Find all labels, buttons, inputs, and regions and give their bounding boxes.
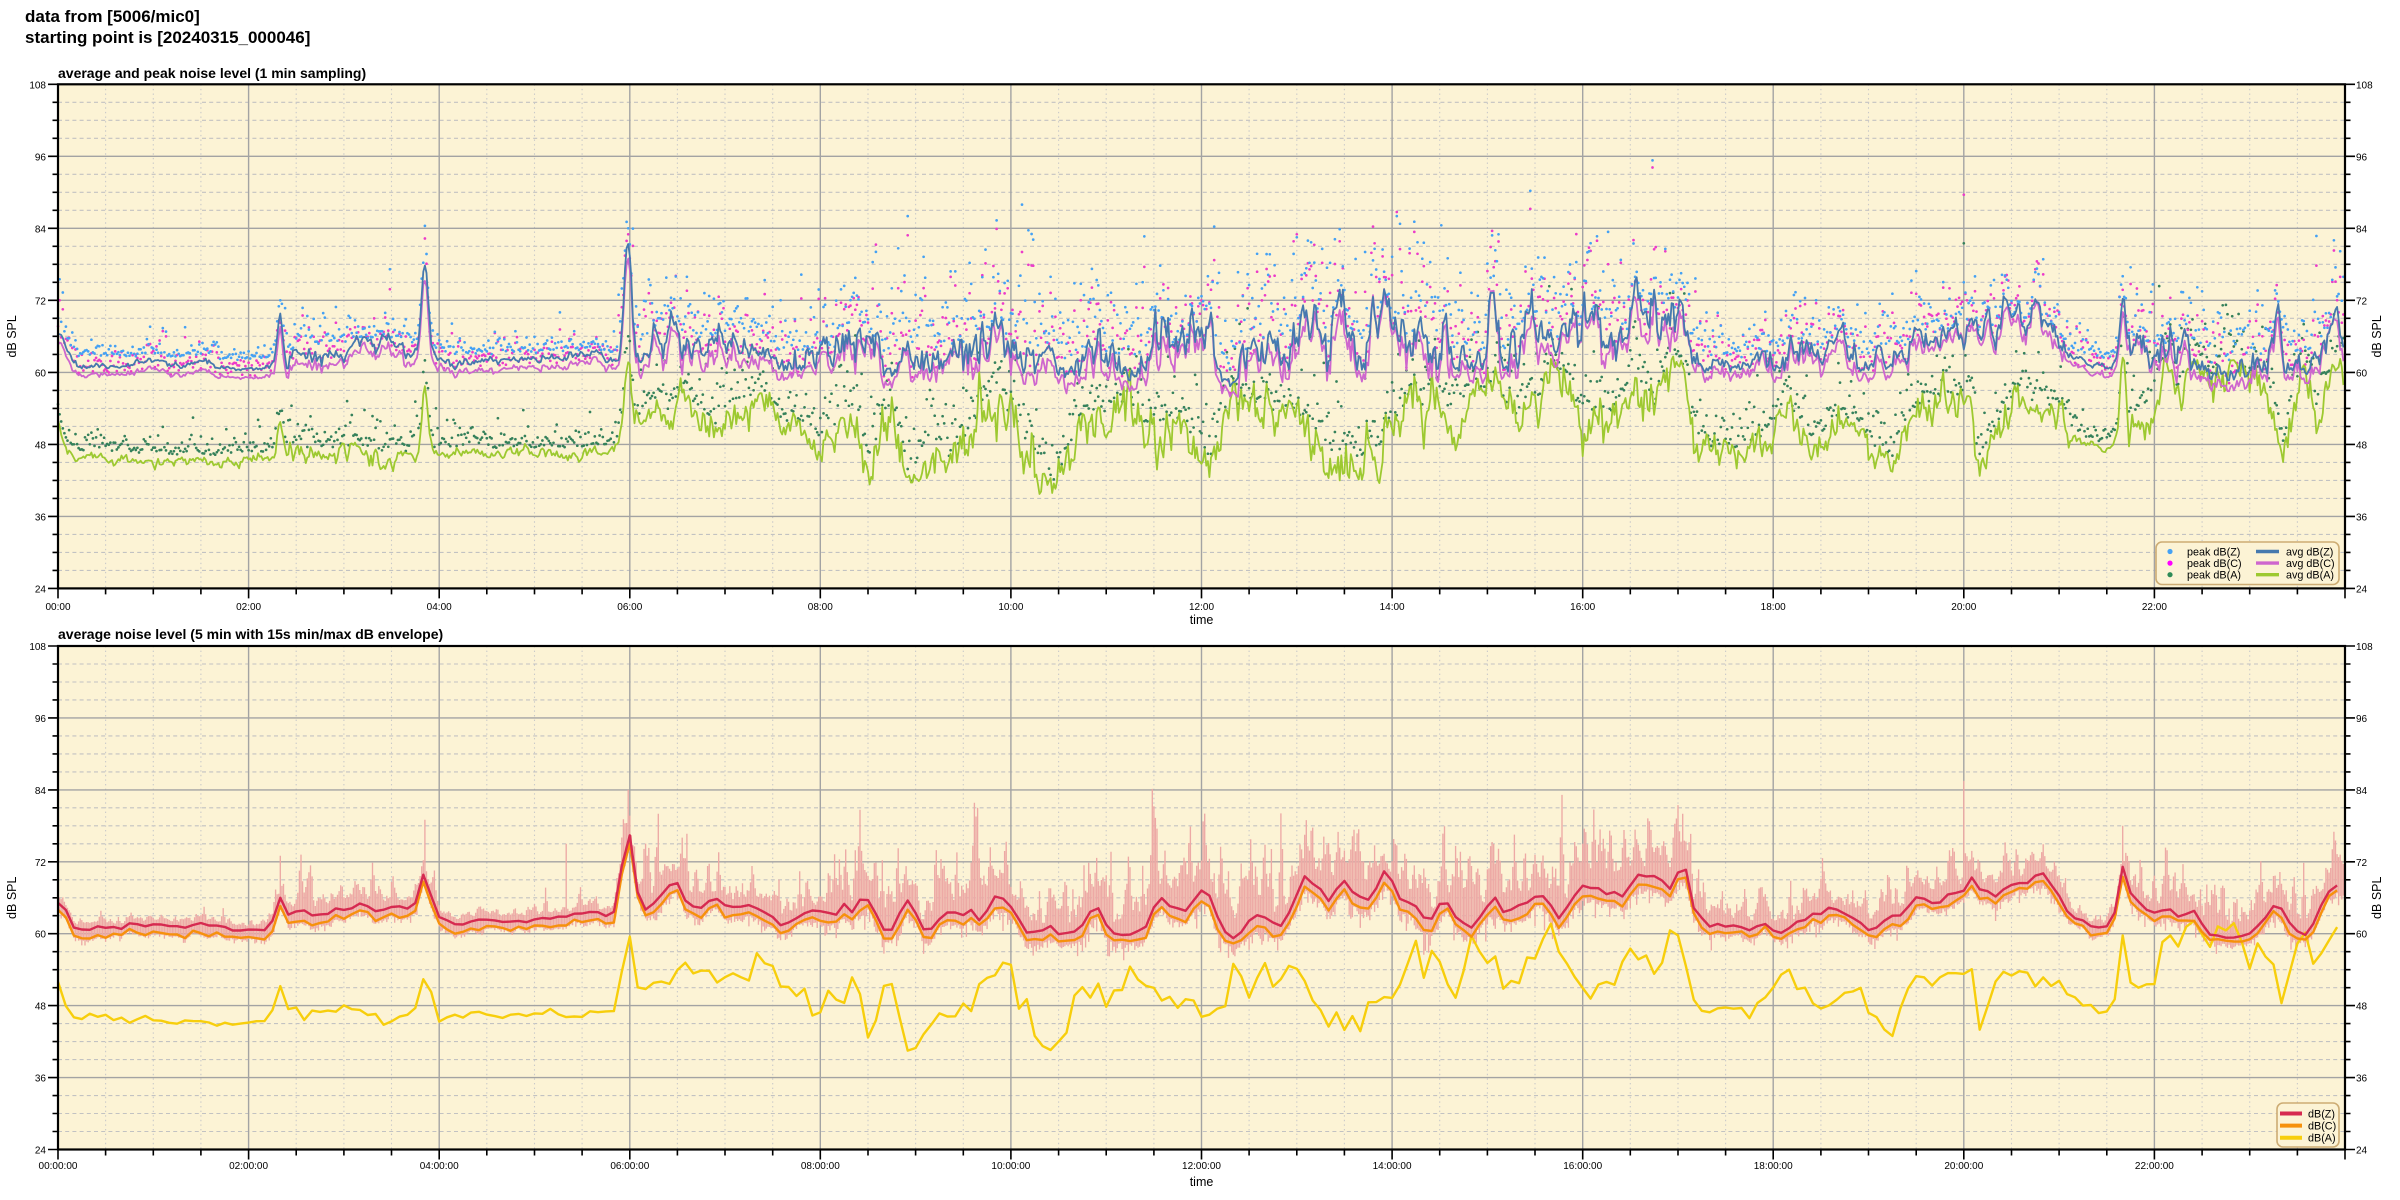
svg-text:72: 72 xyxy=(2356,296,2368,307)
svg-text:24: 24 xyxy=(35,1146,47,1157)
svg-text:dB SPL: dB SPL xyxy=(2370,877,2384,919)
svg-text:60: 60 xyxy=(2356,368,2368,379)
svg-text:36: 36 xyxy=(35,1074,47,1085)
svg-text:dB SPL: dB SPL xyxy=(5,315,19,357)
svg-text:14:00: 14:00 xyxy=(1380,602,1405,613)
svg-text:60: 60 xyxy=(2356,930,2368,941)
svg-text:dB SPL: dB SPL xyxy=(2370,315,2384,357)
svg-text:108: 108 xyxy=(29,80,46,91)
svg-text:72: 72 xyxy=(2356,858,2368,869)
svg-text:peak dB(A): peak dB(A) xyxy=(2187,570,2241,582)
svg-text:96: 96 xyxy=(2356,714,2368,725)
svg-text:dB(Z): dB(Z) xyxy=(2308,1108,2335,1120)
svg-text:avg dB(Z): avg dB(Z) xyxy=(2286,546,2333,558)
svg-text:84: 84 xyxy=(35,224,47,235)
svg-text:60: 60 xyxy=(35,930,47,941)
svg-text:00:00: 00:00 xyxy=(45,602,70,613)
svg-text:00:00:00: 00:00:00 xyxy=(39,1161,78,1172)
svg-text:84: 84 xyxy=(2356,786,2368,797)
svg-text:72: 72 xyxy=(35,858,47,869)
svg-text:16:00:00: 16:00:00 xyxy=(1563,1161,1602,1172)
svg-text:18:00:00: 18:00:00 xyxy=(1754,1161,1793,1172)
svg-text:02:00:00: 02:00:00 xyxy=(229,1161,268,1172)
svg-text:data from [5006/mic0]: data from [5006/mic0] xyxy=(25,7,200,26)
svg-text:time: time xyxy=(1190,1175,1214,1189)
svg-text:avg dB(C): avg dB(C) xyxy=(2286,558,2335,570)
svg-text:avg dB(A): avg dB(A) xyxy=(2286,570,2334,582)
svg-text:02:00: 02:00 xyxy=(236,602,261,613)
svg-text:20:00: 20:00 xyxy=(1951,602,1976,613)
svg-text:96: 96 xyxy=(35,152,47,163)
svg-text:12:00: 12:00 xyxy=(1189,602,1214,613)
svg-text:48: 48 xyxy=(2356,440,2368,451)
svg-text:36: 36 xyxy=(2356,512,2368,523)
svg-text:10:00:00: 10:00:00 xyxy=(991,1161,1030,1172)
svg-text:dB(C): dB(C) xyxy=(2308,1120,2336,1132)
svg-text:peak dB(Z): peak dB(Z) xyxy=(2187,546,2240,558)
svg-text:06:00: 06:00 xyxy=(617,602,642,613)
svg-text:average noise level (5 min wit: average noise level (5 min with 15s min/… xyxy=(58,626,443,642)
svg-text:08:00: 08:00 xyxy=(808,602,833,613)
svg-text:16:00: 16:00 xyxy=(1570,602,1595,613)
svg-text:20:00:00: 20:00:00 xyxy=(1944,1161,1983,1172)
svg-text:72: 72 xyxy=(35,296,47,307)
svg-text:24: 24 xyxy=(2356,584,2368,595)
svg-text:24: 24 xyxy=(35,584,47,595)
svg-text:108: 108 xyxy=(2356,80,2373,91)
svg-text:84: 84 xyxy=(2356,224,2368,235)
svg-text:36: 36 xyxy=(35,512,47,523)
svg-text:48: 48 xyxy=(2356,1002,2368,1013)
svg-text:96: 96 xyxy=(35,714,47,725)
svg-text:peak dB(C): peak dB(C) xyxy=(2187,558,2242,570)
svg-text:108: 108 xyxy=(2356,642,2373,653)
svg-text:average and peak noise level (: average and peak noise level (1 min samp… xyxy=(58,65,366,81)
svg-text:22:00:00: 22:00:00 xyxy=(2135,1161,2174,1172)
svg-text:84: 84 xyxy=(35,786,47,797)
svg-text:14:00:00: 14:00:00 xyxy=(1373,1161,1412,1172)
svg-text:dB(A): dB(A) xyxy=(2308,1133,2336,1145)
svg-text:60: 60 xyxy=(35,368,47,379)
svg-text:10:00: 10:00 xyxy=(998,602,1023,613)
svg-text:24: 24 xyxy=(2356,1146,2368,1157)
svg-text:18:00: 18:00 xyxy=(1761,602,1786,613)
svg-text:36: 36 xyxy=(2356,1074,2368,1085)
svg-text:starting point is [20240315_00: starting point is [20240315_000046] xyxy=(25,28,310,47)
svg-text:06:00:00: 06:00:00 xyxy=(610,1161,649,1172)
svg-text:108: 108 xyxy=(29,642,46,653)
svg-text:22:00: 22:00 xyxy=(2142,602,2167,613)
svg-text:96: 96 xyxy=(2356,152,2368,163)
svg-text:48: 48 xyxy=(35,1002,47,1013)
svg-text:12:00:00: 12:00:00 xyxy=(1182,1161,1221,1172)
svg-text:04:00: 04:00 xyxy=(427,602,452,613)
svg-text:48: 48 xyxy=(35,440,47,451)
svg-text:time: time xyxy=(1190,613,1214,627)
svg-text:dB SPL: dB SPL xyxy=(5,877,19,919)
svg-text:04:00:00: 04:00:00 xyxy=(420,1161,459,1172)
svg-text:08:00:00: 08:00:00 xyxy=(801,1161,840,1172)
